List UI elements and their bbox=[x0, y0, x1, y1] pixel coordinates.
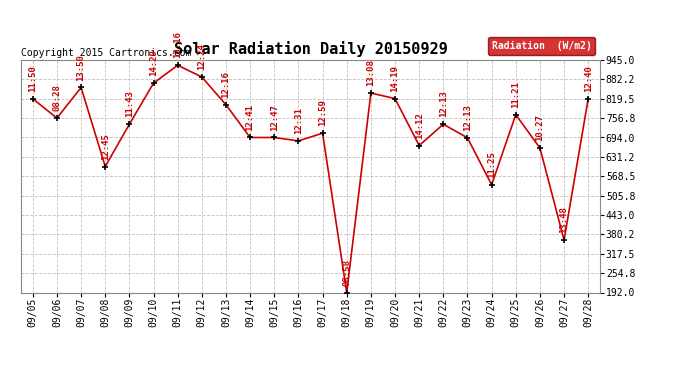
Text: 12:45: 12:45 bbox=[101, 133, 110, 159]
Text: 11:50: 11:50 bbox=[28, 65, 37, 92]
Text: 14:20: 14:20 bbox=[149, 49, 158, 76]
Text: 13:50: 13:50 bbox=[77, 54, 86, 81]
Text: 11:43: 11:43 bbox=[125, 90, 134, 117]
Text: 14:12: 14:12 bbox=[415, 112, 424, 138]
Text: 12:31: 12:31 bbox=[294, 107, 303, 134]
Text: 08:28: 08:28 bbox=[52, 84, 61, 111]
Text: 13:16: 13:16 bbox=[173, 32, 182, 58]
Text: 08:58: 08:58 bbox=[342, 259, 351, 285]
Text: 12:24: 12:24 bbox=[197, 43, 206, 70]
Text: 12:59: 12:59 bbox=[318, 99, 327, 126]
Text: 13:48: 13:48 bbox=[560, 206, 569, 233]
Text: Copyright 2015 Cartronics.com: Copyright 2015 Cartronics.com bbox=[21, 48, 191, 58]
Text: 10:27: 10:27 bbox=[535, 114, 544, 141]
Text: 11:21: 11:21 bbox=[511, 81, 520, 108]
Text: 11:25: 11:25 bbox=[487, 151, 496, 178]
Text: 14:19: 14:19 bbox=[391, 65, 400, 92]
Text: 12:16: 12:16 bbox=[221, 71, 230, 98]
Title: Solar Radiation Daily 20150929: Solar Radiation Daily 20150929 bbox=[174, 42, 447, 57]
Text: 12:13: 12:13 bbox=[463, 104, 472, 131]
Text: 12:40: 12:40 bbox=[584, 65, 593, 92]
Text: 12:47: 12:47 bbox=[270, 104, 279, 130]
Text: 12:41: 12:41 bbox=[246, 104, 255, 130]
Text: 12:13: 12:13 bbox=[439, 90, 448, 117]
Text: 13:08: 13:08 bbox=[366, 59, 375, 86]
Legend: Radiation  (W/m2): Radiation (W/m2) bbox=[488, 37, 595, 55]
